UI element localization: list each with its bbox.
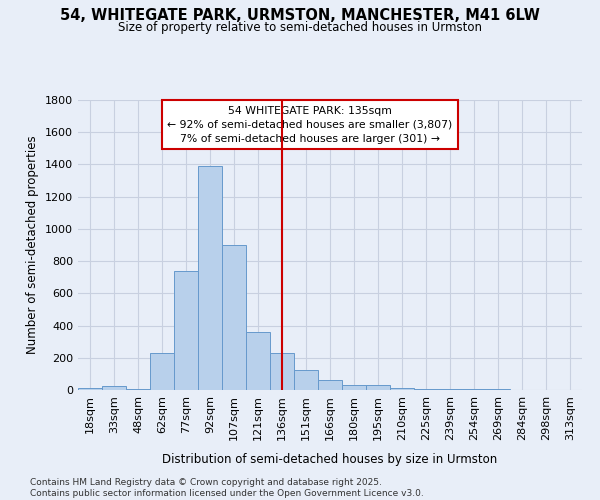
Y-axis label: Number of semi-detached properties: Number of semi-detached properties <box>26 136 40 354</box>
Bar <box>270 353 294 390</box>
Bar <box>78 388 102 390</box>
Bar <box>486 389 510 390</box>
Bar <box>198 166 222 390</box>
Bar <box>246 332 270 390</box>
Bar <box>150 353 174 390</box>
Bar <box>102 386 126 390</box>
Bar <box>294 370 318 390</box>
Bar <box>126 389 150 390</box>
Bar <box>318 380 342 390</box>
Bar <box>390 388 414 390</box>
Text: Contains HM Land Registry data © Crown copyright and database right 2025.
Contai: Contains HM Land Registry data © Crown c… <box>30 478 424 498</box>
Text: 54 WHITEGATE PARK: 135sqm
← 92% of semi-detached houses are smaller (3,807)
7% o: 54 WHITEGATE PARK: 135sqm ← 92% of semi-… <box>167 106 452 144</box>
Bar <box>438 389 462 390</box>
Text: Distribution of semi-detached houses by size in Urmston: Distribution of semi-detached houses by … <box>163 452 497 466</box>
Bar <box>222 245 246 390</box>
Text: 54, WHITEGATE PARK, URMSTON, MANCHESTER, M41 6LW: 54, WHITEGATE PARK, URMSTON, MANCHESTER,… <box>60 8 540 22</box>
Bar <box>174 271 198 390</box>
Text: Size of property relative to semi-detached houses in Urmston: Size of property relative to semi-detach… <box>118 21 482 34</box>
Bar <box>462 389 486 390</box>
Bar <box>366 385 390 390</box>
Bar <box>414 389 438 390</box>
Bar <box>342 385 366 390</box>
